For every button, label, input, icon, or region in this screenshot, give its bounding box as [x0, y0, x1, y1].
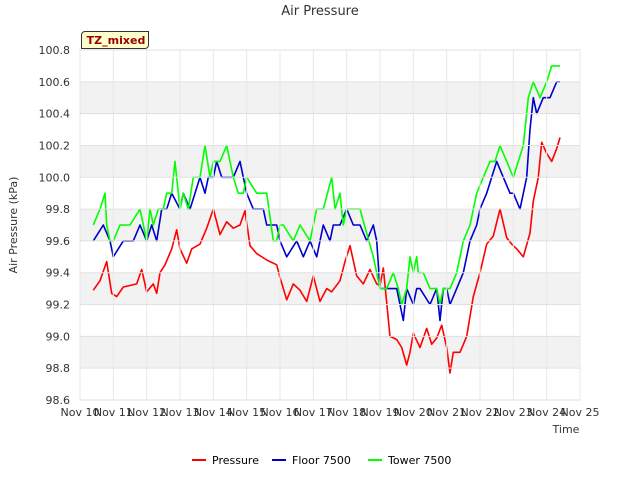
x-tick-label: Nov 16 [261, 406, 300, 419]
x-tick-label: Nov 11 [94, 406, 133, 419]
x-tick-label: Nov 19 [361, 406, 400, 419]
y-tick-label: 100.0 [39, 171, 71, 184]
timezone-tag-label: TZ_mixed [86, 34, 146, 47]
y-tick-label: 98.8 [46, 362, 71, 375]
y-tick-label: 99.8 [46, 203, 71, 216]
timezone-tag: TZ_mixed [81, 31, 149, 49]
y-tick-label: 100.4 [39, 108, 71, 121]
x-tick-label: Nov 25 [561, 406, 600, 419]
grid-band [80, 272, 580, 305]
legend-label: Pressure [212, 454, 259, 467]
x-tick-label: Nov 22 [461, 406, 500, 419]
y-tick-label: 100.2 [39, 139, 71, 152]
x-tick-label: Nov 10 [61, 406, 100, 419]
y-tick-label: 99.6 [46, 235, 71, 248]
y-tick-label: 99.0 [46, 330, 71, 343]
y-axis-ticks: 98.6 98.8 99.0 99.2 99.4 99.6 99.8 100.0 100.2 10… [39, 44, 580, 407]
series-line-pressure [92, 137, 561, 374]
legend: Pressure Floor 7500 Tower 7500 [192, 454, 451, 467]
x-axis-label: Time [552, 423, 580, 436]
legend-label: Tower 7500 [387, 454, 451, 467]
x-tick-label: Nov 23 [494, 406, 533, 419]
y-axis-label: Air Pressure (kPa) [7, 177, 20, 274]
grid-band [80, 145, 580, 178]
y-tick-label: 98.6 [46, 394, 71, 407]
x-tick-label: Nov 18 [327, 406, 366, 419]
x-tick-label: Nov 17 [294, 406, 333, 419]
x-tick-label: Nov 24 [527, 406, 566, 419]
y-tick-label: 99.2 [46, 299, 71, 312]
x-tick-label: Nov 20 [394, 406, 433, 419]
y-tick-label: 100.6 [39, 76, 71, 89]
x-tick-label: Nov 21 [427, 406, 466, 419]
x-tick-label: Nov 15 [227, 406, 266, 419]
x-tick-label: Nov 12 [127, 406, 166, 419]
legend-label: Floor 7500 [292, 454, 351, 467]
y-tick-label: 99.4 [46, 267, 71, 280]
y-tick-label: 100.8 [39, 44, 71, 57]
x-tick-label: Nov 14 [194, 406, 233, 419]
x-tick-label: Nov 13 [161, 406, 200, 419]
plot-background-bands [80, 81, 580, 369]
grid-band [80, 336, 580, 369]
chart-title: Air Pressure [281, 4, 359, 19]
grid-band [80, 81, 580, 114]
